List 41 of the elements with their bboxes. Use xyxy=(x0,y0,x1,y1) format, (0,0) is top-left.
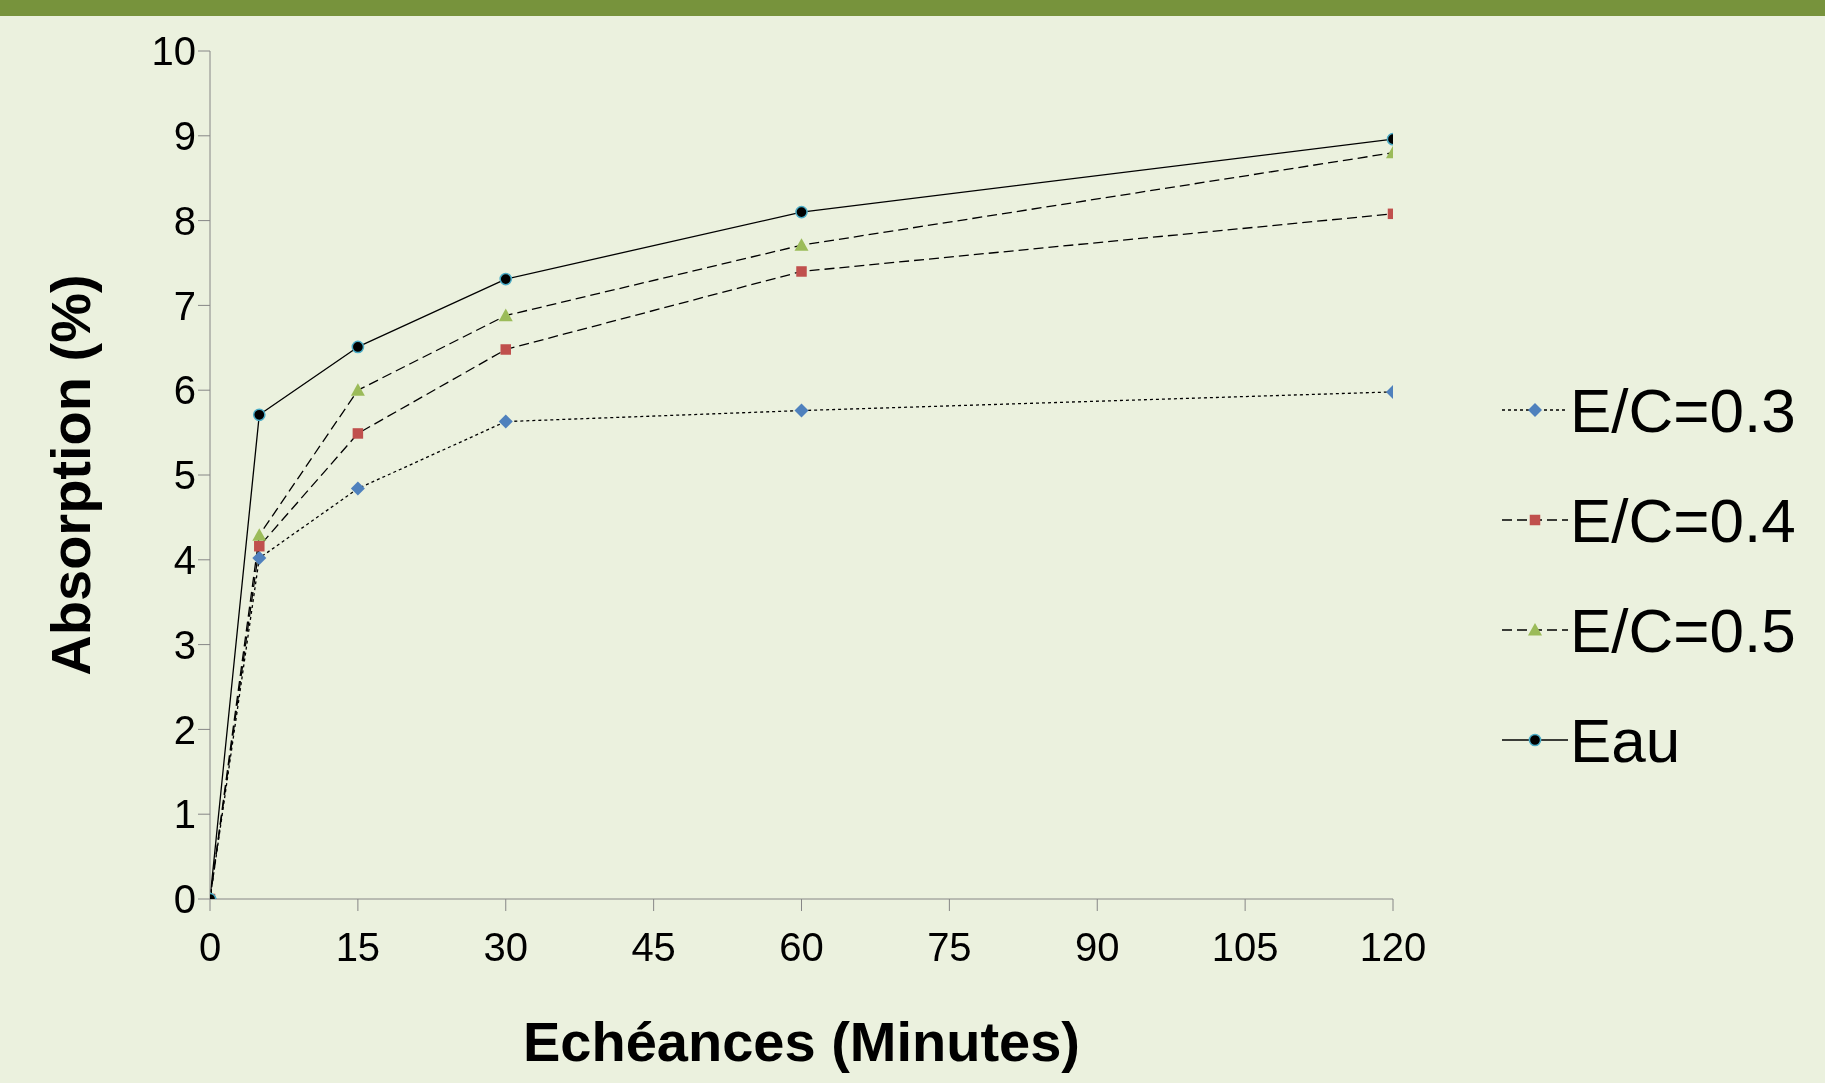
point xyxy=(350,481,365,496)
point xyxy=(794,403,809,418)
y-tick-label: 5 xyxy=(173,453,196,498)
point xyxy=(500,344,511,355)
y-tick-label: 1 xyxy=(173,792,196,837)
y-tick-label: 0 xyxy=(173,877,196,922)
legend-label: E/C=0.4 xyxy=(1570,484,1796,556)
x-tick-label: 120 xyxy=(1359,925,1427,970)
x-tick-label: 15 xyxy=(335,925,381,970)
y-tick-label: 7 xyxy=(173,283,196,328)
x-tick-label: 45 xyxy=(631,925,676,970)
point xyxy=(351,340,365,354)
point xyxy=(252,528,267,541)
point xyxy=(252,551,267,566)
y-tick-label: 8 xyxy=(173,198,196,243)
legend-label: E/C=0.3 xyxy=(1570,374,1796,446)
legend-label: E/C=0.5 xyxy=(1570,594,1796,666)
y-tick-label: 2 xyxy=(173,707,196,752)
x-tick-label: 90 xyxy=(1075,925,1120,970)
y-axis-title: Absorption (%) xyxy=(38,274,102,676)
point xyxy=(498,414,513,429)
x-tick-label: 30 xyxy=(483,925,528,970)
point xyxy=(794,238,809,251)
y-tick-label: 10 xyxy=(151,29,196,74)
legend-label: Eau xyxy=(1570,704,1681,776)
y-tick-label: 6 xyxy=(173,368,196,413)
x-tick-label: 75 xyxy=(927,925,972,970)
point xyxy=(796,266,807,277)
x-axis-title: Echéances (Minutes) xyxy=(522,1010,1081,1073)
y-tick-label: 4 xyxy=(173,538,196,582)
point xyxy=(252,408,266,422)
x-tick-label: 105 xyxy=(1211,925,1279,970)
point xyxy=(254,540,265,552)
point xyxy=(498,308,513,322)
point xyxy=(350,383,365,396)
point xyxy=(499,272,513,286)
y-tick-label: 9 xyxy=(173,114,196,158)
point xyxy=(795,205,808,219)
y-tick-label: 3 xyxy=(173,622,196,667)
x-tick-label: 60 xyxy=(779,925,824,970)
point xyxy=(352,428,364,439)
